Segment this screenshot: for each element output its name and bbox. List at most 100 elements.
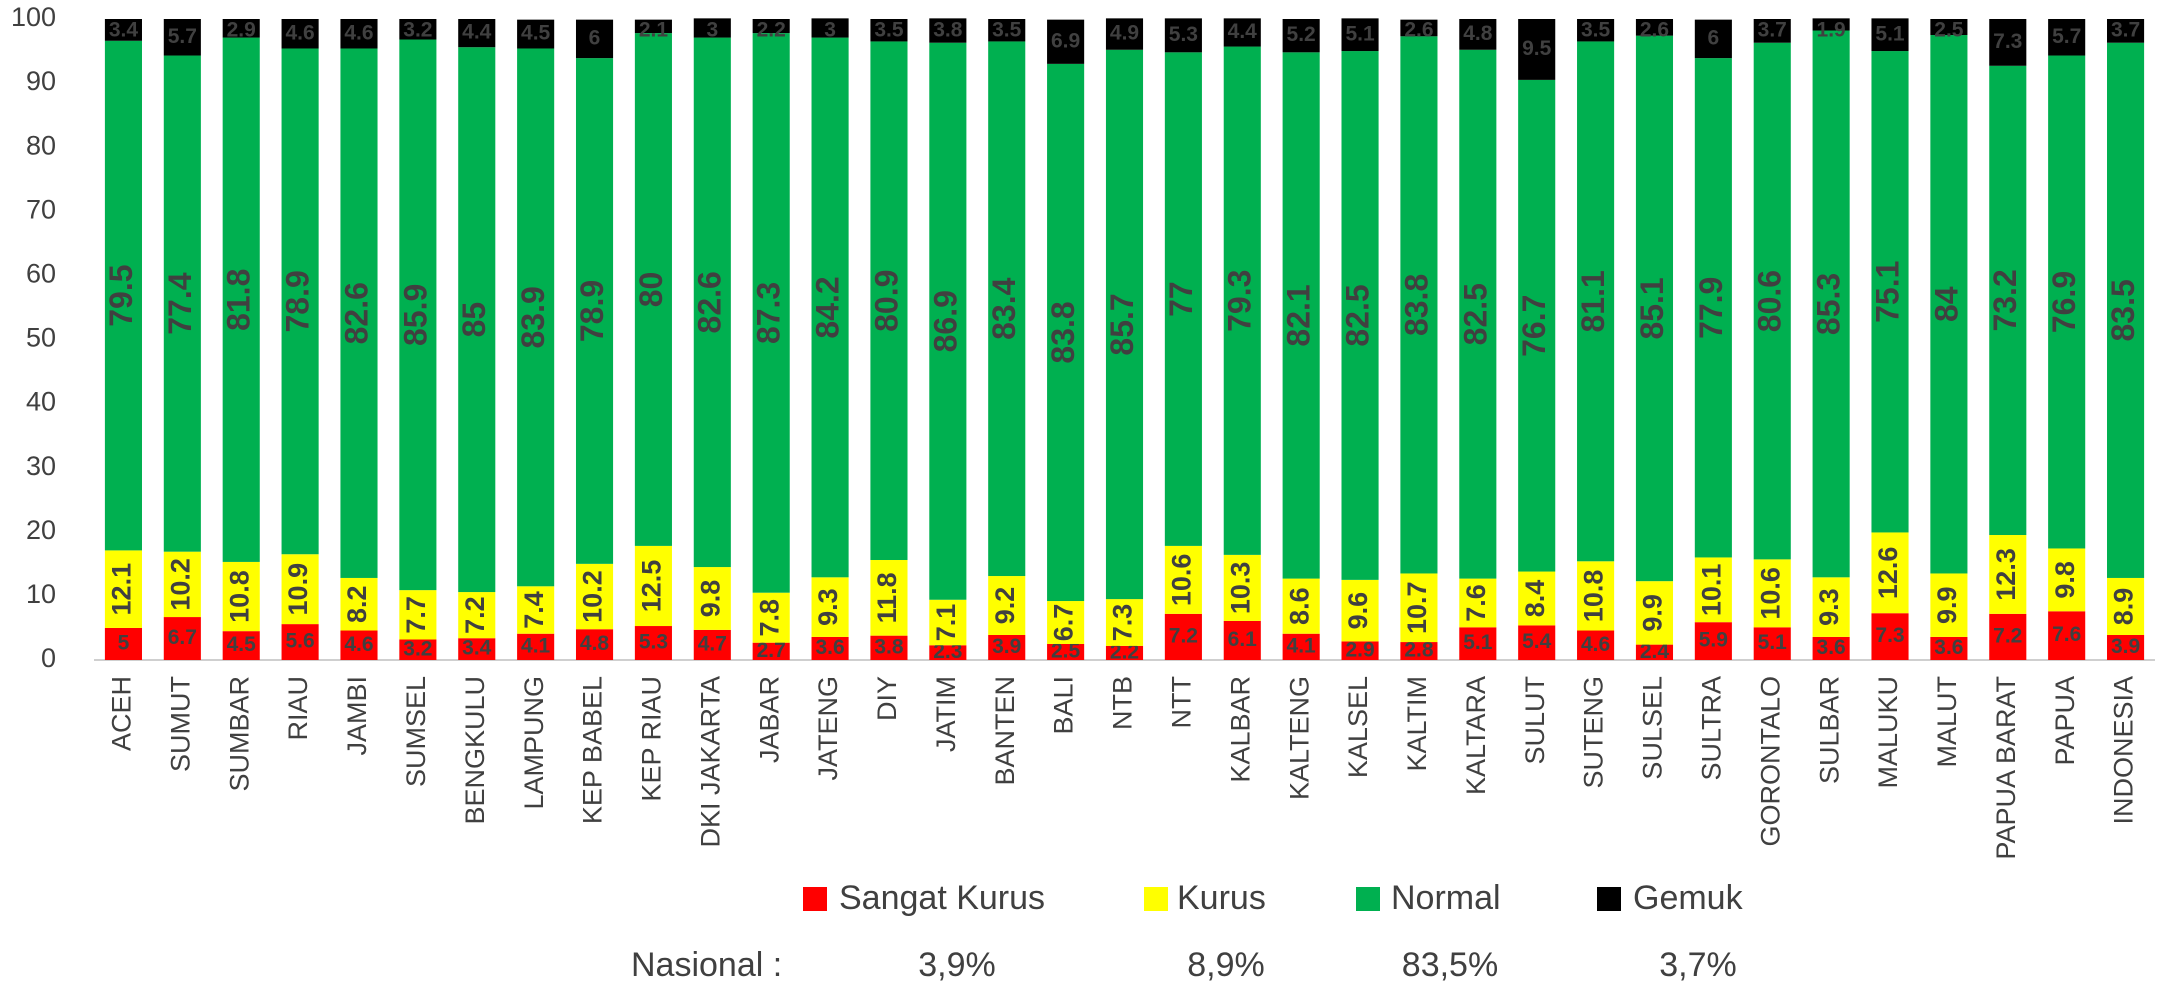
bar-segment: [634, 545, 672, 627]
bar-segment: [1989, 535, 2027, 614]
bar-segment: [575, 563, 614, 630]
data-label: 83.8: [1045, 301, 1081, 363]
bar-segment: [575, 19, 614, 59]
data-label: 4.4: [1228, 20, 1258, 43]
bar-segment: [693, 567, 731, 630]
data-label: 4.9: [1110, 22, 1139, 45]
bar-segment: [104, 40, 142, 551]
data-label: 6.9: [1051, 29, 1080, 52]
bar-segment: [1459, 627, 1497, 660]
bar-segment: [2107, 577, 2145, 636]
bar-segment: [811, 18, 849, 38]
bar-segment: [870, 41, 908, 561]
data-label: 77.4: [162, 272, 198, 334]
bar-segment: [104, 19, 142, 41]
data-label: 6: [1708, 26, 1720, 49]
footer-label: Nasional :: [631, 946, 782, 984]
bar-segment: [634, 626, 672, 660]
bar-segment: [2107, 42, 2145, 578]
y-tick-label: 90: [26, 66, 56, 96]
data-label: 81.1: [1575, 270, 1611, 332]
legend-label: Kurus: [1177, 879, 1266, 917]
data-label: 9.9: [1638, 594, 1668, 632]
data-label: 2.9: [1345, 638, 1374, 661]
bar-segment: [1989, 65, 2027, 536]
bar-segment: [988, 41, 1026, 577]
bar-segment: [1047, 643, 1085, 660]
footer-value: 83,5%: [1402, 946, 1498, 984]
x-tick-label: SUMSEL: [401, 676, 431, 787]
data-label: 8.9: [2109, 588, 2139, 626]
bar-segment: [811, 636, 849, 660]
data-label: 7.8: [754, 599, 784, 637]
data-label: 82.6: [692, 271, 728, 333]
x-tick-label: MALUT: [1932, 676, 1962, 768]
data-label: 12.6: [1873, 547, 1903, 600]
bar-segment: [1930, 636, 1968, 660]
bar-segment: [2107, 635, 2145, 660]
data-label: 82.6: [338, 282, 374, 344]
data-label: 85.1: [1634, 277, 1670, 339]
data-label: 10.3: [1225, 562, 1255, 615]
data-label: 3.6: [815, 636, 844, 659]
bar-segment: [1518, 571, 1556, 626]
bar-segment: [1812, 636, 1850, 660]
data-label: 7.2: [1169, 624, 1198, 647]
data-label: 83.5: [2105, 279, 2141, 341]
bar-segment: [1223, 620, 1261, 660]
data-label: 80.9: [868, 270, 904, 332]
data-label: 86.9: [927, 290, 963, 352]
bar-segment: [693, 37, 731, 568]
bar-segment: [1105, 645, 1144, 660]
data-label: 9.2: [990, 587, 1020, 625]
bar-segment: [1871, 613, 1909, 660]
bar-segment: [870, 635, 908, 660]
x-tick-label: RIAU: [283, 676, 313, 741]
data-label: 6.1: [1228, 628, 1258, 651]
x-tick-label: LAMPUNG: [519, 676, 549, 810]
bar-segment: [1577, 561, 1615, 631]
bar-segment: [1930, 35, 1968, 574]
bar-segment: [104, 550, 142, 628]
data-label: 82.5: [1457, 283, 1493, 345]
bar-segment: [1871, 18, 1909, 52]
bar-segment: [340, 630, 378, 660]
x-tick-label: JAMBI: [342, 676, 372, 756]
bar-segment: [1518, 19, 1556, 80]
bar-segment: [163, 551, 201, 618]
bar-segment: [163, 617, 201, 660]
data-label: 7.4: [519, 591, 549, 629]
x-tick-label: MALUKU: [1873, 676, 1903, 789]
data-label: 3.8: [874, 635, 904, 658]
data-label: 77: [1163, 281, 1199, 317]
data-label: 76.9: [2046, 271, 2082, 333]
data-label: 5.7: [2052, 25, 2081, 48]
data-label: 9.9: [1932, 586, 1962, 624]
data-label: 80.6: [1752, 270, 1788, 332]
bar-segment: [1577, 630, 1615, 660]
bar-segment: [1930, 19, 1968, 36]
bar-segment: [1164, 545, 1202, 614]
data-label: 7.1: [931, 604, 961, 642]
data-label: 3.2: [403, 19, 432, 42]
bar-segment: [1282, 578, 1320, 634]
data-label: 10.6: [1755, 567, 1785, 620]
bar-segment: [1341, 51, 1379, 580]
data-label: 9.8: [2050, 561, 2080, 599]
bar-segment: [1282, 52, 1320, 579]
data-label: 10.8: [1579, 570, 1609, 623]
data-label: 4.1: [1287, 634, 1317, 657]
bar-segment: [811, 37, 849, 578]
bar-segment: [693, 629, 731, 660]
bar-segment: [1989, 19, 2027, 66]
data-label: 9.6: [1343, 592, 1373, 630]
data-label: 81.8: [221, 269, 257, 331]
x-tick-label: NTT: [1167, 676, 1197, 728]
bar-segment: [929, 645, 967, 660]
bar-segment: [399, 39, 437, 591]
bar-segment: [458, 592, 496, 639]
legend-swatch: [1597, 887, 1621, 911]
bar-segment: [399, 590, 437, 640]
data-label: 5.1: [1875, 22, 1905, 45]
data-label: 7.3: [1108, 604, 1138, 642]
